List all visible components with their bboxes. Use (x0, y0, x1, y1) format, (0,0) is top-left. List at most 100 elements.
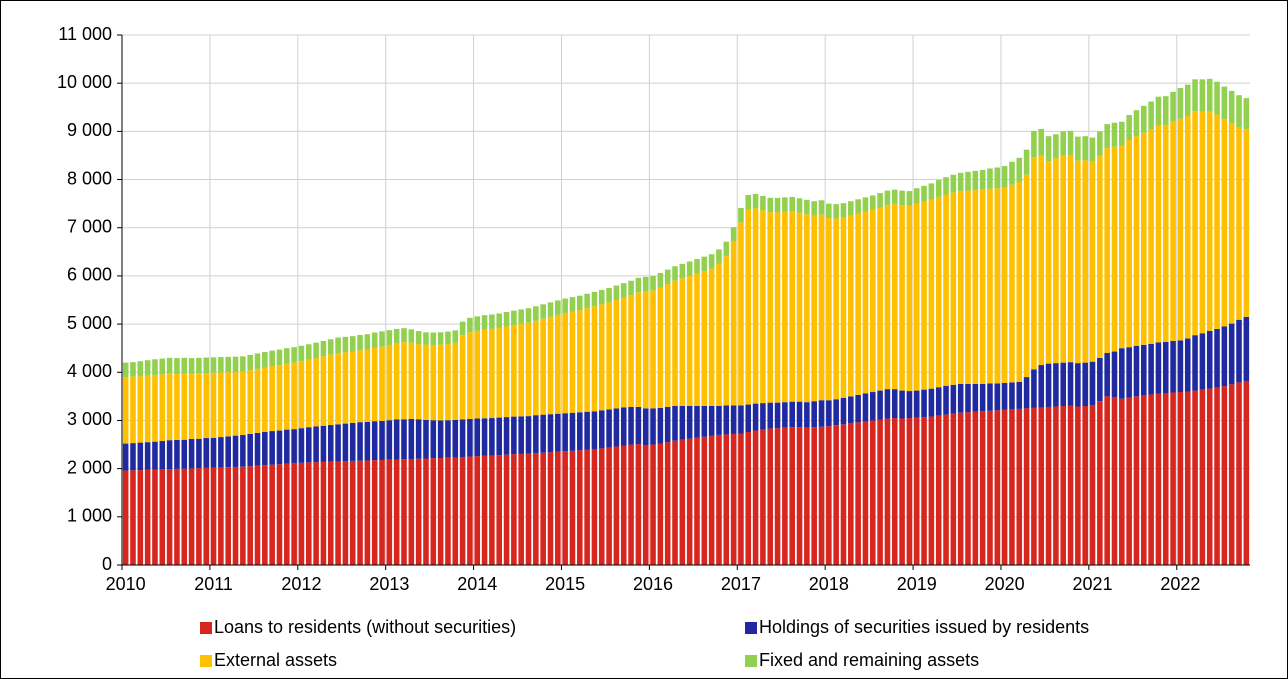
bar-segment (232, 356, 239, 373)
bar-segment (862, 421, 869, 565)
bar-segment (181, 373, 188, 440)
bar-segment (1236, 382, 1242, 565)
bar-segment (349, 422, 356, 461)
bar-segment (335, 461, 341, 565)
bar-segment (899, 190, 905, 206)
bar-segment (144, 442, 151, 470)
bar-segment (833, 399, 839, 426)
bar-segment (511, 310, 517, 326)
bar-segment (738, 207, 744, 223)
bar-segment (1243, 316, 1250, 381)
bar-segment (1053, 158, 1059, 364)
bar-segment (1126, 114, 1132, 141)
bar-segment (979, 189, 986, 384)
bar-segment (1228, 323, 1235, 385)
bar-segment (305, 427, 312, 463)
bar-segment (935, 180, 942, 197)
bar-segment (935, 196, 942, 388)
bar-segment (415, 458, 422, 565)
bar-segment (950, 413, 957, 565)
bar-segment (672, 440, 678, 565)
bar-segment (811, 401, 817, 428)
bar-segment (657, 443, 664, 565)
bar-segment (364, 349, 371, 422)
bar-segment (767, 428, 774, 565)
bar-segment (240, 466, 246, 565)
y-tick-label: 5 000 (67, 313, 112, 333)
bar-segment (1206, 330, 1213, 389)
bar-segment (379, 331, 385, 347)
bar-segment (386, 345, 393, 421)
bar-segment (987, 188, 993, 384)
bar-segment (489, 455, 495, 565)
bar-segment (1141, 105, 1147, 133)
bar-segment (1023, 408, 1030, 565)
bar-segment (884, 190, 891, 206)
bar-segment (496, 327, 503, 418)
bar-segment (840, 203, 847, 218)
x-tick-label: 2011 (194, 574, 233, 594)
bar-segment (891, 189, 898, 205)
bar-segment (891, 204, 898, 390)
bar-segment (408, 459, 415, 565)
bar-segment (1119, 145, 1125, 349)
bar-segment (855, 422, 861, 565)
bar-segment (1148, 129, 1154, 344)
bar-segment (496, 455, 503, 565)
bar-segment (174, 358, 180, 374)
bar-segment (1162, 392, 1169, 565)
bar-segment (1243, 98, 1250, 129)
bar-segment (489, 328, 495, 419)
bar-segment (818, 400, 825, 427)
bar-segment (716, 249, 722, 264)
bar-segment (708, 406, 715, 436)
bar-segment (664, 269, 671, 285)
bar-segment (782, 197, 788, 212)
bar-segment (723, 241, 730, 257)
bar-segment (686, 275, 693, 406)
bar-segment (533, 453, 539, 565)
bar-segment (723, 256, 730, 406)
bar-segment (122, 377, 129, 444)
bar-segment (869, 392, 876, 421)
bar-segment (349, 336, 356, 352)
bar-segment (965, 412, 971, 565)
bar-segment (899, 418, 905, 565)
bar-segment (738, 433, 744, 565)
bar-segment (620, 407, 627, 446)
bar-segment (789, 427, 795, 565)
bar-segment (174, 439, 180, 469)
bar-segment (730, 433, 737, 565)
bar-segment (1082, 406, 1088, 565)
bar-segment (437, 332, 444, 345)
bar-segment (994, 188, 1001, 384)
bar-segment (1067, 362, 1074, 406)
bar-segment (291, 429, 297, 464)
bar-segment (518, 323, 524, 417)
bar-segment (906, 418, 913, 565)
bar-segment (276, 349, 283, 366)
bar-segment (679, 439, 686, 565)
bar-segment (650, 275, 656, 291)
bar-segment (694, 437, 700, 565)
bar-segment (349, 351, 356, 423)
bar-segment (196, 373, 202, 439)
bar-segment (452, 330, 459, 343)
bar-segment (979, 383, 986, 412)
bar-segment (327, 354, 334, 426)
bar-segment (577, 295, 583, 311)
bar-segment (921, 201, 927, 390)
bar-segment (1045, 161, 1052, 364)
bar-segment (701, 256, 708, 272)
bar-segment (840, 397, 847, 425)
bar-segment (745, 404, 752, 433)
bar-segment (1192, 390, 1198, 565)
bar-segment (987, 410, 993, 565)
bar-segment (884, 205, 891, 390)
bar-segment (804, 214, 810, 403)
bar-segment (232, 466, 239, 565)
legend-label: Loans to residents (without securities) (214, 617, 516, 637)
bar-segment (1155, 125, 1162, 343)
bar-segment (518, 309, 524, 324)
bar-segment (423, 458, 429, 565)
